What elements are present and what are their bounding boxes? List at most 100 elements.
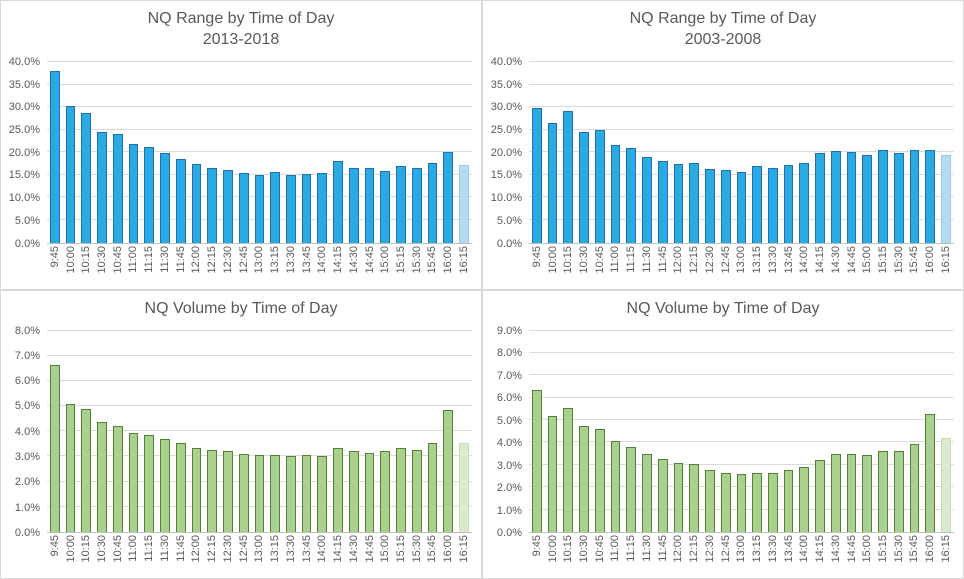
x-slot: 12:15 [204, 244, 220, 289]
chart-panel-volume-2003-2008: NQ Volume by Time of Day 0.0% 1.0% 2.0% 3.0… [482, 289, 964, 579]
x-tick-label: 10:45 [111, 245, 124, 274]
bar-slot [252, 62, 268, 243]
bar-10:00 [65, 403, 76, 532]
chart-subtitle: 2013-2018 [202, 31, 280, 48]
y-tick-label: 7.0% [14, 349, 40, 362]
y-tick-label: 6.0% [496, 392, 522, 405]
x-tick-label: 10:45 [593, 245, 606, 274]
x-slot: 15:45 [425, 533, 441, 578]
bar-13:15 [270, 455, 281, 532]
x-tick-label: 14:00 [798, 535, 811, 563]
bar-16:15 [459, 164, 469, 243]
bar-slot [781, 331, 797, 532]
bar-slot [299, 62, 315, 243]
x-slot: 15:45 [425, 244, 441, 289]
bar-slot [346, 62, 362, 243]
bar-16:15 [941, 437, 951, 532]
bar-slot [346, 331, 362, 532]
bar-16:00 [925, 149, 936, 243]
bar-slot [283, 62, 299, 243]
bar-slot [907, 331, 923, 532]
x-slot: 14:30 [828, 533, 844, 578]
x-slot: 9:45 [47, 533, 63, 578]
bar-16:15 [941, 155, 951, 243]
bar-slot [686, 62, 702, 243]
y-tick-label: 5.0% [14, 400, 40, 413]
x-axis-spacer [483, 244, 529, 289]
x-slot: 12:45 [236, 533, 252, 578]
x-slot: 10:45 [592, 244, 608, 289]
x-tick-label: 14:45 [363, 535, 376, 563]
x-slot: 13:45 [299, 244, 315, 289]
y-axis: 0.0% 5.0% 10.0% 15.0% 20.0% 25.0% 30.0% 35.0% 40… [1, 56, 47, 250]
x-slot: 16:00 [440, 533, 456, 578]
x-tick-label: 15:15 [394, 535, 407, 563]
bar-slot [844, 331, 860, 532]
bar-14:15 [815, 460, 825, 532]
bar-13:45 [301, 455, 312, 532]
x-slot: 12:15 [686, 244, 702, 289]
y-tick-label: 40.0% [8, 56, 40, 68]
x-tick-label: 9:45 [530, 535, 543, 557]
x-tick-label: 15:00 [379, 535, 392, 563]
bar-slot [859, 331, 875, 532]
x-slot: 14:00 [796, 533, 812, 578]
bar-11:00 [610, 441, 621, 532]
x-slot: 14:00 [314, 533, 330, 578]
bar-slot [529, 331, 545, 532]
bar-9:45 [531, 389, 542, 532]
bar-10:00 [65, 106, 76, 243]
x-tick-label: 13:45 [300, 245, 313, 274]
bar-slot [236, 62, 252, 243]
bar-15:00 [380, 171, 391, 243]
y-tick-label: 15.0% [490, 169, 522, 182]
bar-slot [623, 62, 639, 243]
bar-slot [425, 331, 441, 532]
x-tick-label: 14:45 [845, 245, 858, 274]
x-slot: 10:30 [94, 244, 110, 289]
x-slot: 11:45 [655, 533, 671, 578]
x-axis-spacer [1, 244, 47, 289]
gridline [47, 329, 472, 331]
x-tick-label: 9:45 [48, 535, 61, 557]
x-tick-label: 13:15 [751, 245, 764, 274]
bar-10:45 [594, 129, 605, 243]
bar-12:30 [223, 451, 233, 532]
bar-11:45 [175, 442, 186, 532]
bar-13:30 [768, 168, 778, 243]
x-slot: 11:30 [157, 533, 173, 578]
x-tick-label: 12:45 [237, 245, 250, 274]
bar-13:00 [254, 174, 265, 243]
x-slot: 16:15 [938, 244, 954, 289]
bar-series [47, 62, 472, 243]
bar-11:00 [128, 144, 139, 243]
x-tick-label: 13:15 [269, 245, 282, 274]
x-slot: 14:00 [796, 244, 812, 289]
x-tick-label: 14:30 [347, 535, 360, 563]
x-tick-label: 10:15 [562, 245, 575, 274]
bar-slot [440, 331, 456, 532]
x-tick-label: 13:30 [766, 535, 779, 563]
x-tick-label: 10:45 [111, 535, 124, 563]
bar-12:00 [191, 163, 202, 243]
bar-slot [702, 331, 718, 532]
x-tick-label: 14:45 [363, 245, 376, 274]
gridline [47, 430, 472, 432]
bar-slot [734, 62, 750, 243]
x-slot: 12:45 [718, 533, 734, 578]
chart-panel-range-2013-2018: NQ Range by Time of Day 2013-2018 0.0% 5.… [0, 0, 482, 290]
bar-11:15 [144, 146, 155, 243]
bar-slot [749, 331, 765, 532]
x-slot: 11:45 [655, 244, 671, 289]
x-tick-label: 11:00 [127, 535, 140, 562]
x-slot: 10:00 [545, 533, 561, 578]
bar-slot [765, 331, 781, 532]
x-tick-label: 13:30 [766, 245, 779, 274]
gridline [529, 128, 954, 130]
x-tick-label: 12:15 [206, 535, 219, 563]
bar-slot [922, 331, 938, 532]
bar-10:45 [112, 133, 123, 243]
x-tick-label: 12:15 [206, 245, 219, 274]
bar-14:30 [348, 451, 359, 532]
x-tick-label: 16:15 [939, 535, 952, 563]
